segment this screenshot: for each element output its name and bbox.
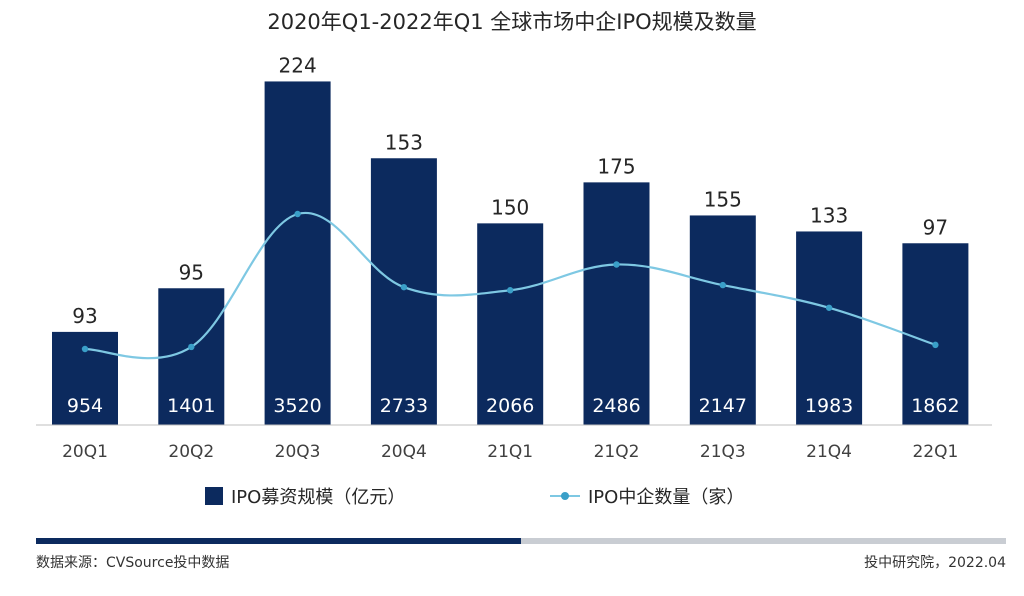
bar bbox=[796, 231, 863, 425]
bar-value-label: 2486 bbox=[592, 395, 640, 417]
legend-bar-label: IPO募资规模（亿元） bbox=[231, 487, 406, 508]
combo-chart: 954 93 1401 95 3520 224 2733 153 2066 150 2486 175 2… bbox=[36, 53, 992, 462]
bar-value-label: 2066 bbox=[486, 395, 534, 417]
labels-layer: 954 93 1401 95 3520 224 2733 153 2066 150 2486 175 2… bbox=[67, 53, 960, 417]
count-label: 175 bbox=[597, 154, 635, 178]
count-label: 97 bbox=[923, 215, 948, 239]
bar-value-label: 1862 bbox=[911, 395, 959, 417]
x-tick-label: 20Q2 bbox=[168, 442, 214, 462]
bars-layer bbox=[52, 81, 969, 425]
count-label: 95 bbox=[179, 260, 204, 284]
count-label: 150 bbox=[491, 195, 529, 219]
bar bbox=[477, 223, 544, 425]
bar bbox=[264, 81, 331, 425]
bar-value-label: 1983 bbox=[805, 395, 853, 417]
footer-source: 数据来源：CVSource投中数据 bbox=[36, 555, 230, 571]
count-label: 93 bbox=[72, 304, 97, 328]
count-point bbox=[294, 210, 301, 218]
count-point bbox=[81, 345, 89, 353]
count-point bbox=[932, 341, 939, 349]
x-tick-label: 21Q4 bbox=[806, 442, 852, 462]
chart-title: 2020年Q1-2022年Q1 全球市场中企IPO规模及数量 bbox=[267, 10, 757, 34]
legend-bar-swatch bbox=[205, 487, 223, 505]
legend-line-label: IPO中企数量（家） bbox=[588, 487, 745, 508]
footer-credit: 投中研究院，2022.04 bbox=[864, 555, 1006, 571]
count-label: 153 bbox=[385, 130, 423, 154]
count-point bbox=[613, 261, 620, 268]
x-tick-label: 21Q2 bbox=[594, 442, 640, 462]
count-line bbox=[84, 211, 936, 360]
x-tick-label: 21Q1 bbox=[487, 442, 533, 462]
legend-item-bar: IPO募资规模（亿元） bbox=[205, 483, 405, 509]
bar bbox=[583, 182, 650, 425]
legend-item-line: IPO中企数量（家） bbox=[550, 483, 744, 509]
bar bbox=[689, 215, 756, 425]
x-tick-label: 20Q3 bbox=[275, 442, 321, 462]
bar-value-label: 1401 bbox=[167, 395, 215, 417]
page-progress-fill bbox=[36, 538, 521, 544]
count-label: 155 bbox=[704, 187, 742, 211]
x-tick-label: 22Q1 bbox=[912, 442, 958, 462]
count-point bbox=[188, 343, 195, 351]
bar-value-label: 2733 bbox=[380, 395, 428, 417]
count-label: 224 bbox=[279, 53, 317, 77]
count-label: 133 bbox=[810, 203, 848, 227]
bar bbox=[370, 158, 437, 425]
bar-value-label: 954 bbox=[67, 395, 103, 417]
bar bbox=[902, 243, 969, 425]
count-point bbox=[507, 287, 514, 294]
line-layer bbox=[81, 210, 939, 360]
page-progress-bar bbox=[36, 538, 1006, 544]
count-point bbox=[400, 283, 408, 291]
x-tick-label: 20Q1 bbox=[62, 442, 108, 462]
count-point bbox=[719, 281, 726, 289]
x-tick-label: 20Q4 bbox=[381, 442, 427, 462]
count-point bbox=[825, 304, 833, 311]
legend-line-swatch bbox=[550, 487, 580, 505]
bar-value-label: 3520 bbox=[273, 395, 321, 417]
x-tick-label: 21Q3 bbox=[700, 442, 746, 462]
bar-value-label: 2147 bbox=[699, 395, 747, 417]
axis-layer: 20Q1 20Q2 20Q3 20Q4 21Q1 21Q2 21Q3 21Q4 22Q1 bbox=[36, 424, 992, 462]
